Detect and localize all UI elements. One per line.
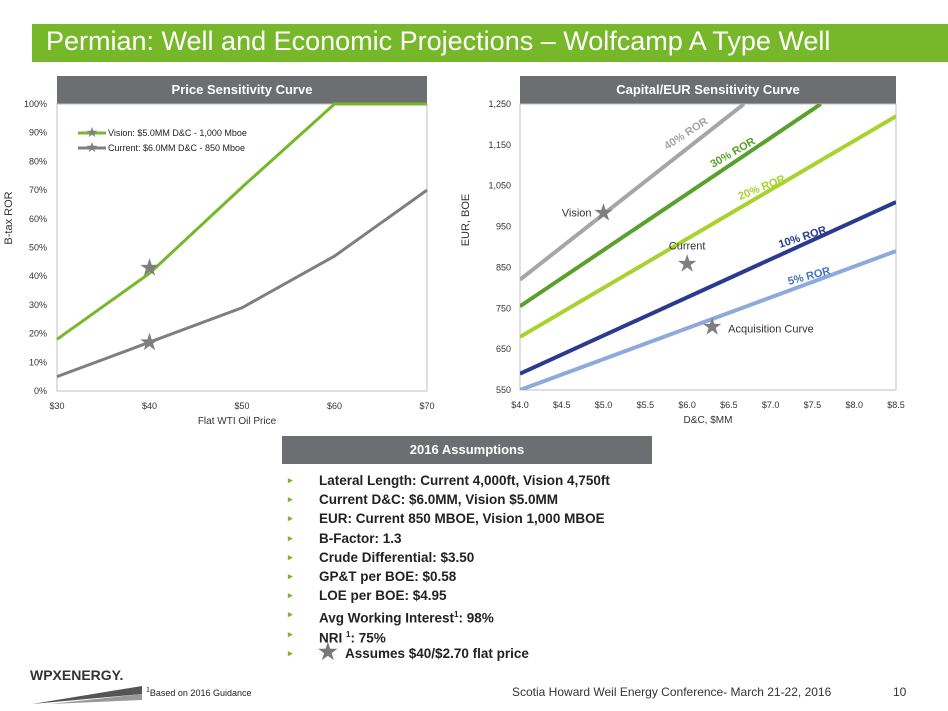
star-marker: ★ [593, 199, 615, 226]
y-tick-label: 70% [29, 185, 47, 195]
assumption-item: ▸ Avg Working Interest1: 98% [288, 605, 708, 626]
bullet-icon: ▸ [288, 513, 293, 524]
assumption-item: ▸ NRI 1: 75% [288, 625, 708, 646]
assumption-item: ▸ Crude Differential: $3.50 [288, 549, 475, 565]
y-tick-label: 750 [496, 303, 511, 313]
bullet-icon: ▸ [288, 551, 293, 562]
wpx-logo: WPXENERGY. [30, 664, 150, 711]
logo-swoosh-2 [50, 694, 142, 704]
assumptions-header: 2016 Assumptions [282, 436, 652, 464]
y-tick-label: 1,250 [488, 99, 511, 109]
y-tick-label: 650 [496, 344, 511, 354]
y-tick-label: 1,050 [488, 181, 511, 191]
bullet-icon: ▸ [288, 532, 293, 543]
bullet-icon: ▸ [288, 475, 293, 485]
y-tick-label: 30% [29, 300, 47, 310]
x-tick-label: $6.5 [720, 400, 738, 410]
y-tick-label: 80% [29, 156, 47, 166]
chart-right-frame [519, 103, 897, 391]
ror-line [520, 104, 822, 308]
x-tick-label: $40 [142, 401, 157, 411]
bullet-icon: ▸ [288, 647, 293, 658]
ror-line [520, 200, 896, 376]
assumption-item: ▸ Lateral Length: Current 4,000ft, Visio… [288, 473, 610, 488]
legend-vision-star: ★ [86, 124, 99, 140]
price-sensitivity-header: Price Sensitivity Curve [57, 76, 427, 104]
price-sensitivity-chart: B-tax ROR Flat WTI Oil Price 0% 10% 20% 30%… [3, 99, 435, 427]
y-tick-label: 1,150 [488, 140, 511, 150]
footnote: 1Based on 2016 Guidance [146, 687, 252, 698]
bullet-icon: ▸ [288, 609, 293, 620]
chart-right-xlabel: D&C, $MM [684, 415, 733, 426]
x-tick-label: $50 [234, 401, 249, 411]
y-tick-label: 50% [29, 243, 47, 253]
chart-left-ylabel: B-tax ROR [3, 191, 15, 244]
x-tick-label: $4.0 [511, 400, 529, 410]
series-line-current [56, 188, 428, 379]
y-tick-label: 100% [24, 99, 47, 109]
series-line-vision [56, 102, 427, 341]
logo-graphic: WPXENERGY. [30, 667, 142, 704]
assumptions-list: ▸ Lateral Length: Current 4,000ft, Visio… [288, 471, 708, 663]
x-tick-label: $7.5 [804, 400, 822, 410]
x-tick-label: $6.0 [678, 400, 696, 410]
bullet-icon: ▸ [288, 628, 293, 639]
marker-label: Current [669, 240, 706, 252]
star-icon: ★ [318, 638, 338, 664]
page-number: 10 [893, 685, 907, 699]
assumption-star-item: ▸ ★ Assumes $40/$2.70 flat price [288, 638, 529, 664]
assumption-item: ▸ B-Factor: 1.3 [288, 530, 402, 546]
star-marker: ★ [139, 329, 161, 356]
x-tick-label: $30 [49, 401, 64, 411]
legend-current-label: Current: $6.0MM D&C - 850 Mboe [108, 143, 245, 153]
y-tick-label: 40% [29, 271, 47, 281]
star-marker: ★ [139, 255, 161, 282]
y-tick-label: 90% [29, 128, 47, 138]
y-tick-label: 850 [496, 262, 511, 272]
x-tick-label: $4.5 [553, 400, 571, 410]
assumption-item: ▸ Current D&C: $6.0MM, Vision $5.0MM [288, 492, 559, 508]
bullet-icon: ▸ [288, 590, 293, 601]
chart-right-ylabel: EUR, BOE [460, 194, 472, 247]
y-tick-label: 550 [496, 385, 511, 395]
x-tick-label: $8.0 [845, 400, 863, 410]
legend-vision-label: Vision: $5.0MM D&C - 1,000 Mboe [108, 128, 247, 138]
logo-text: WPXENERGY. [30, 667, 123, 683]
footer-conference: Scotia Howard Weil Energy Conference- Ma… [512, 685, 832, 699]
capital-eur-header: Capital/EUR Sensitivity Curve [520, 76, 896, 104]
bullet-icon: ▸ [288, 570, 293, 581]
assumption-item: ▸ EUR: Current 850 MBOE, Vision 1,000 MB… [288, 511, 605, 527]
x-tick-label: $70 [419, 401, 434, 411]
ror-line [520, 249, 896, 390]
x-tick-label: $8.5 [887, 400, 905, 410]
marker-label: Vision [562, 207, 592, 219]
star-marker: ★ [676, 250, 698, 277]
y-tick-label: 950 [496, 222, 511, 232]
assumption-item: ▸ GP&T per BOE: $0.58 [288, 568, 457, 584]
assumption-item: ▸ LOE per BOE: $4.95 [288, 588, 447, 604]
y-tick-label: 60% [29, 214, 47, 224]
ror-line [520, 114, 896, 339]
y-tick-label: 0% [34, 386, 47, 396]
chart-left-xlabel: Flat WTI Oil Price [198, 416, 277, 427]
y-tick-label: 10% [29, 357, 47, 367]
title-bar: Permian: Well and Economic Projections –… [32, 24, 948, 62]
y-tick-label: 20% [29, 329, 47, 339]
marker-label: Acquisition Curve [728, 324, 814, 336]
x-tick-label: $60 [327, 401, 342, 411]
slide-title: Permian: Well and Economic Projections –… [46, 26, 831, 56]
star-marker: ★ [701, 314, 723, 341]
capital-eur-chart: EUR, BOE D&C, $MM 550 650 750 850 950 1,050 1,… [460, 99, 905, 426]
bullet-icon: ▸ [288, 494, 293, 505]
x-tick-label: $7.0 [762, 400, 780, 410]
ror-line [520, 104, 746, 282]
logo-swoosh [32, 686, 142, 704]
x-tick-label: $5.5 [637, 400, 655, 410]
x-tick-label: $5.0 [595, 400, 613, 410]
legend-current-star: ★ [86, 139, 99, 155]
chart-left-frame [56, 103, 428, 392]
ror-20-label: 20% ROR [737, 173, 787, 203]
